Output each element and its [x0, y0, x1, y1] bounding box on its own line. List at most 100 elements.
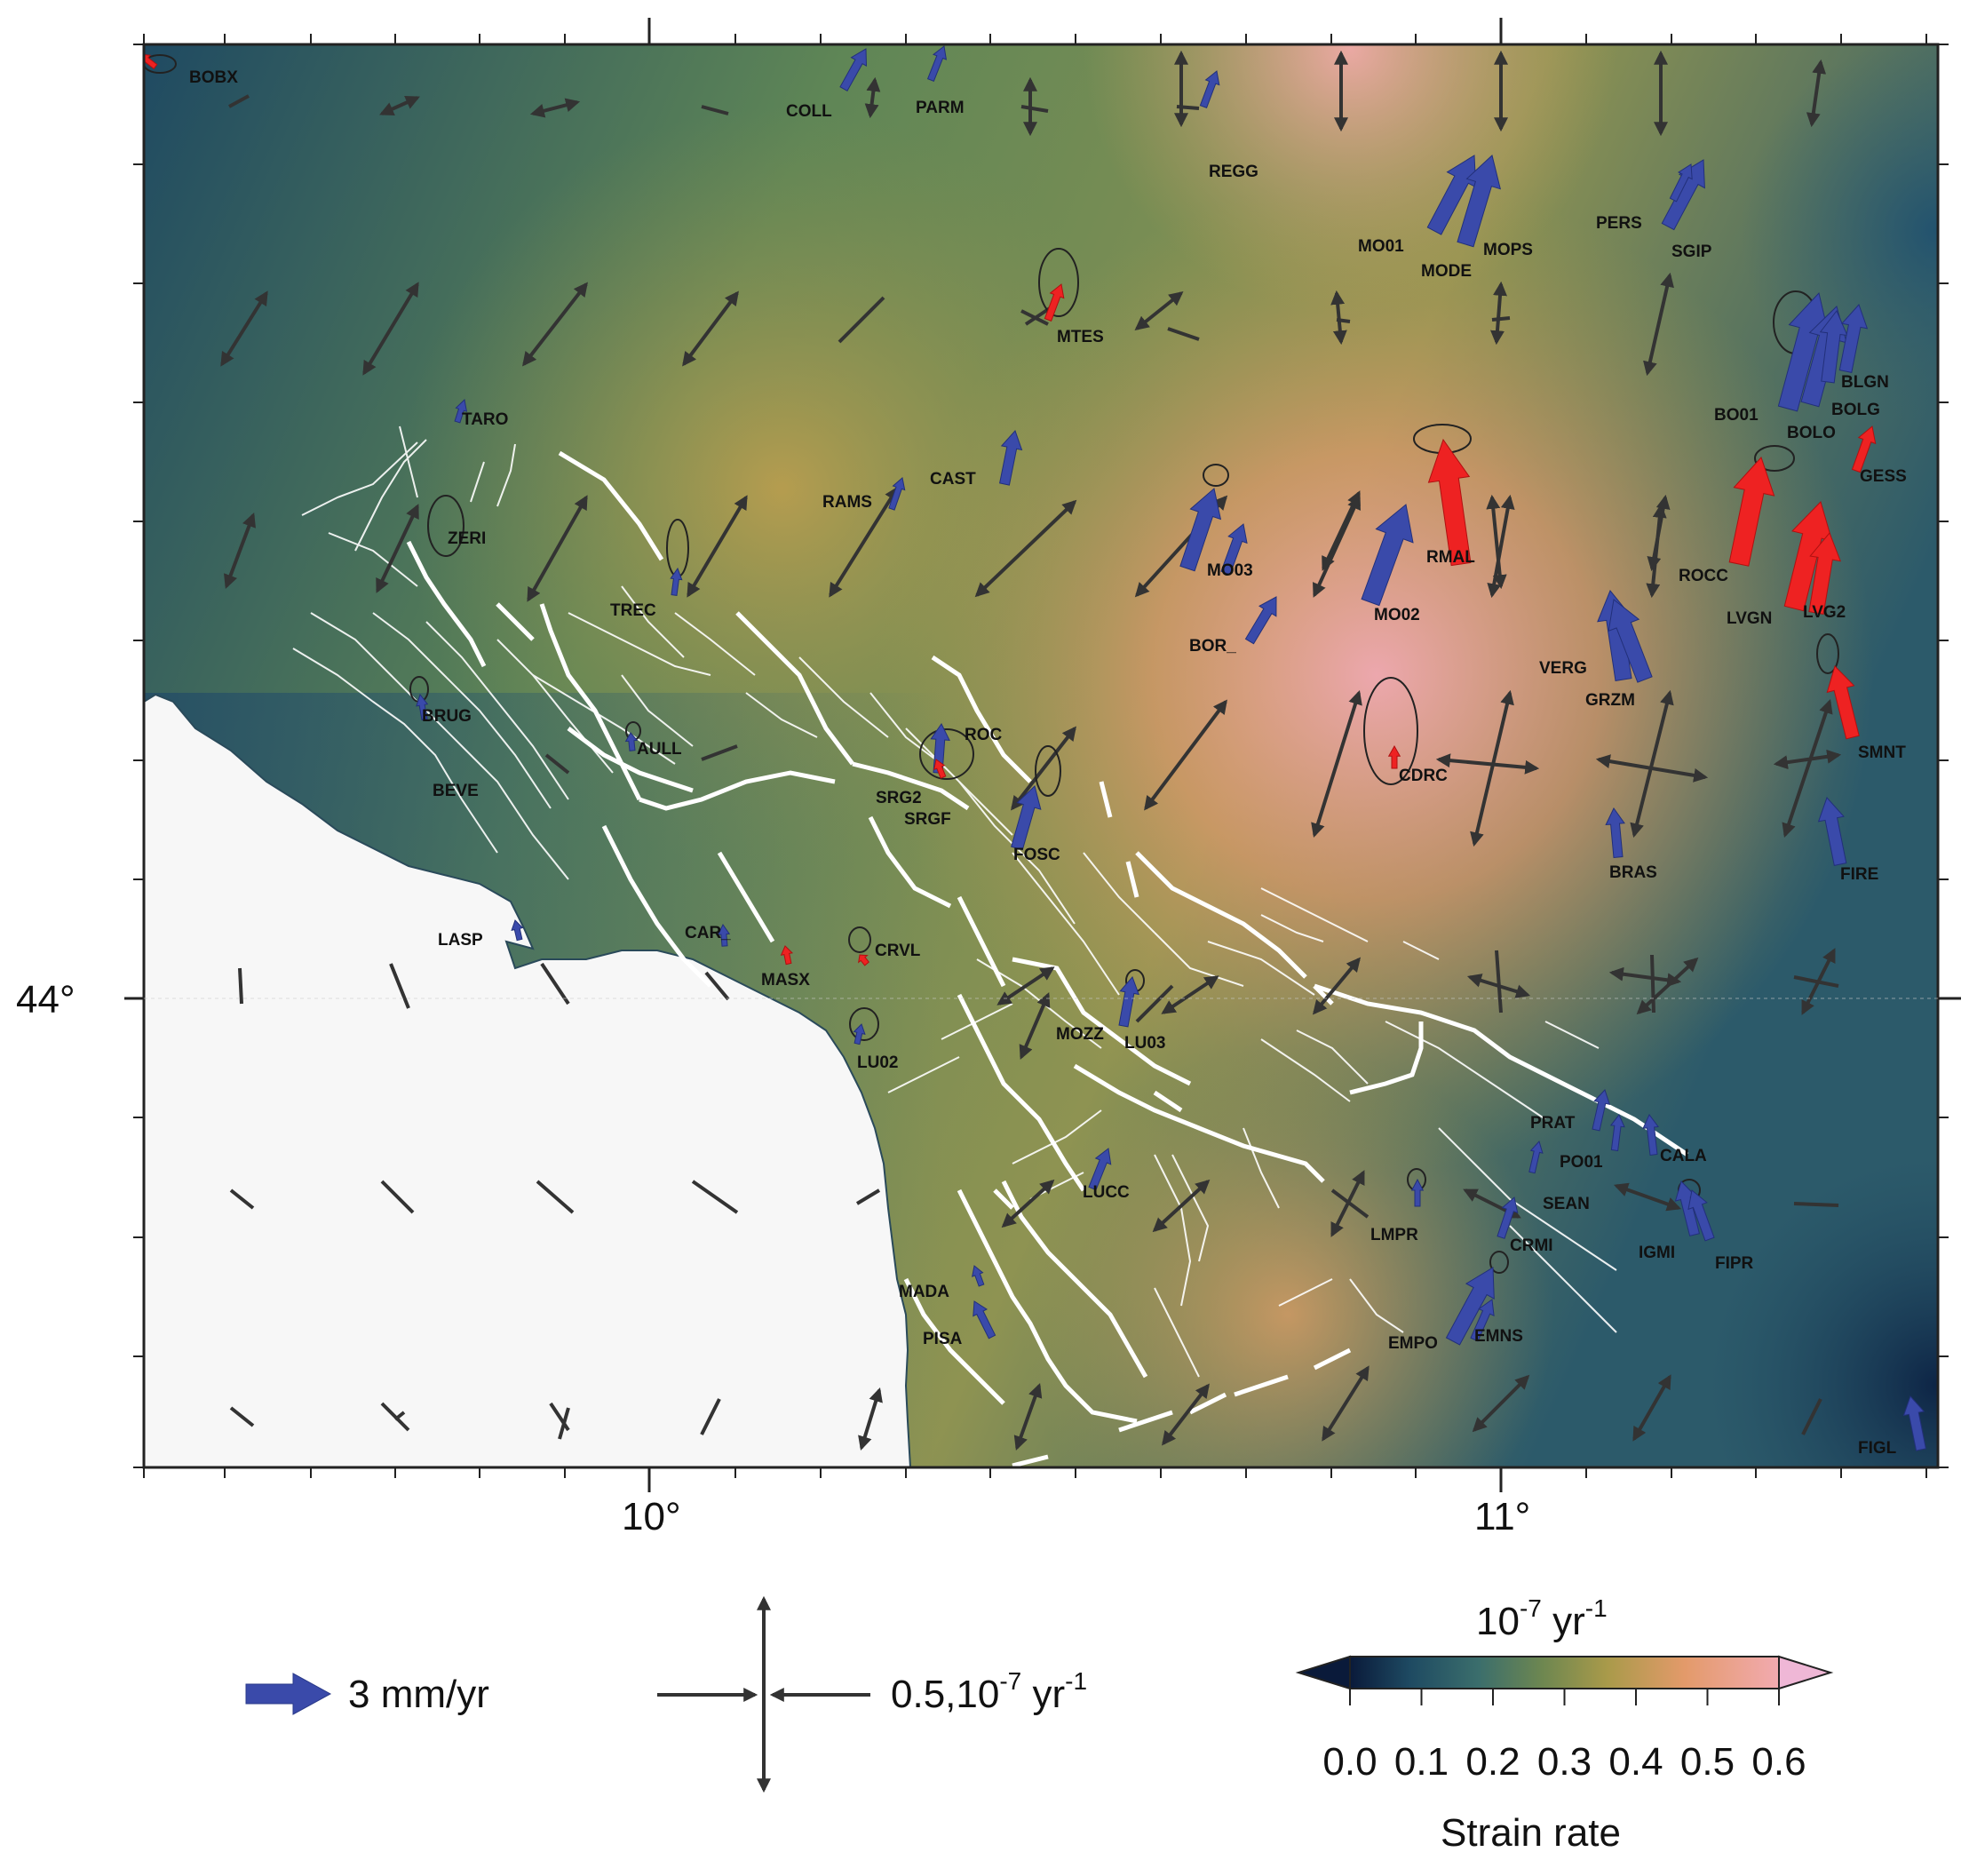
station-label: CAST — [930, 470, 976, 489]
gps-velocity-arrow-red — [1808, 532, 1841, 615]
station-label: PISA — [923, 1330, 963, 1348]
frame-ticks — [133, 18, 1949, 1492]
station-label: TARO — [462, 410, 508, 429]
colorbar-tick-label: 0.2 — [1465, 1740, 1520, 1784]
strain-crosses — [220, 50, 1842, 1451]
colorbar-tick-label: 0.0 — [1322, 1740, 1377, 1784]
station-label: BRUG — [422, 707, 472, 726]
gps-velocity-arrow — [1410, 1178, 1425, 1207]
station-label: BOBX — [189, 68, 238, 87]
colorbar-tick-label: 0.4 — [1608, 1740, 1663, 1784]
gps-velocity-arrow-red — [780, 945, 794, 966]
gps-velocity-arrow — [1497, 1196, 1519, 1239]
station-label: PARM — [916, 99, 965, 117]
gps-velocity-arrow — [972, 1265, 985, 1287]
gps-velocity-arrow — [624, 732, 639, 751]
colorbar-tick-label: 0.3 — [1537, 1740, 1592, 1784]
station-labels: BOBX COLL PARM REGG MO01 MODE MOPS PERS … — [189, 68, 1907, 1458]
station-label: COLL — [786, 102, 832, 121]
gps-velocity-arrow — [1838, 304, 1869, 373]
gps-velocity-arrow — [1361, 504, 1414, 607]
station-label: TREC — [610, 601, 656, 620]
station-label: GESS — [1860, 467, 1907, 486]
station-label: VERG — [1539, 659, 1587, 678]
station-label: SEAN — [1543, 1195, 1590, 1213]
velocity-scale-legend: 3 mm/yr — [245, 1673, 489, 1716]
gps-velocity-arrow — [670, 567, 683, 596]
gps-velocity-arrow — [1605, 807, 1625, 859]
gps-velocity-arrows — [144, 45, 1926, 1451]
gps-velocity-arrow-red — [1826, 665, 1860, 740]
gps-velocity-arrow-red — [933, 759, 947, 779]
gps-velocity-arrow — [1669, 163, 1693, 203]
gps-velocity-arrow — [1608, 599, 1653, 683]
gps-velocity-arrow — [1445, 1267, 1495, 1346]
station-label: BLGN — [1841, 373, 1889, 392]
gps-velocity-arrow — [888, 477, 906, 511]
station-label: LVG2 — [1803, 603, 1846, 622]
station-label: CAR_ — [685, 924, 731, 942]
gps-velocity-arrow — [1426, 155, 1477, 235]
gps-velocity-arrow-red — [1044, 283, 1065, 322]
gps-velocity-arrow — [1244, 596, 1277, 645]
station-label: MTES — [1057, 328, 1104, 346]
station-label: SGIP — [1671, 242, 1712, 261]
station-label: LASP — [438, 931, 483, 950]
longitude-label-10: 10° — [622, 1495, 681, 1538]
station-label: FIRE — [1840, 865, 1878, 884]
station-label: RAMS — [822, 493, 872, 512]
gps-velocity-arrow — [1470, 1299, 1495, 1342]
gps-velocity-arrow — [1011, 785, 1042, 851]
station-label: FOSC — [1013, 846, 1060, 864]
station-label: BEVE — [433, 782, 479, 800]
colorbar-title: Strain rate — [1441, 1811, 1621, 1855]
station-label: IGMI — [1639, 1244, 1675, 1262]
station-label: GRZM — [1585, 691, 1635, 710]
map-panel: BOBX COLL PARM REGG MO01 MODE MOPS PERS … — [144, 44, 1938, 1467]
gps-velocity-arrow-red — [1728, 457, 1775, 567]
velocity-scale-label: 3 mm/yr — [348, 1673, 489, 1716]
gps-velocity-arrow — [926, 45, 948, 82]
station-label: RMAL — [1426, 548, 1475, 567]
station-label: CDRC — [1399, 767, 1448, 785]
station-label: PO01 — [1560, 1153, 1603, 1172]
station-label: MOZZ — [1056, 1025, 1104, 1044]
gps-velocity-arrow — [1220, 523, 1248, 576]
gps-velocity-arrow — [839, 48, 868, 91]
colorbar-unit: 10-7 yr-1 — [1476, 1594, 1608, 1643]
colorbar-tick-label: 0.6 — [1751, 1740, 1806, 1784]
gps-velocity-arrow — [1118, 976, 1139, 1028]
station-label: BOLG — [1831, 401, 1880, 419]
colorbar-tick-label: 0.1 — [1394, 1740, 1449, 1784]
station-label: FIPR — [1715, 1254, 1754, 1273]
colorbar-ticks — [1349, 1689, 1780, 1705]
station-label: BOR_ — [1189, 637, 1236, 656]
colorbar-min-triangle — [1295, 1655, 1351, 1690]
gps-velocity-arrow — [1592, 1089, 1611, 1132]
station-label: MO02 — [1374, 606, 1420, 624]
gps-velocity-arrow — [1642, 1114, 1660, 1157]
station-label: REGG — [1209, 163, 1258, 181]
station-label: AULL — [637, 740, 682, 759]
station-label: ROCC — [1679, 567, 1728, 585]
latitude-label: 44° — [16, 978, 75, 1021]
station-label: MADA — [899, 1283, 949, 1301]
station-label: LUCC — [1083, 1183, 1130, 1202]
colorbar-tick-label: 0.5 — [1680, 1740, 1735, 1784]
colorbar-tick-labels: 0.0 0.1 0.2 0.3 0.4 0.5 0.6 — [1322, 1740, 1806, 1784]
gps-velocity-arrow — [1199, 70, 1220, 108]
gps-velocity-arrow — [1088, 1148, 1112, 1191]
station-label: EMNS — [1474, 1327, 1523, 1346]
station-label: MOPS — [1483, 241, 1533, 259]
gps-velocity-arrow — [511, 919, 524, 942]
longitude-label-11: 11° — [1474, 1495, 1530, 1538]
station-label: BRAS — [1609, 863, 1657, 882]
station-label: BO01 — [1714, 406, 1759, 425]
gps-velocity-arrow — [1687, 1189, 1715, 1242]
gps-velocity-arrow — [999, 430, 1023, 486]
station-label: CRMI — [1510, 1236, 1553, 1255]
station-label: ROC — [965, 726, 1003, 744]
gps-velocity-arrow — [853, 1023, 866, 1045]
station-label: SMNT — [1858, 743, 1906, 762]
